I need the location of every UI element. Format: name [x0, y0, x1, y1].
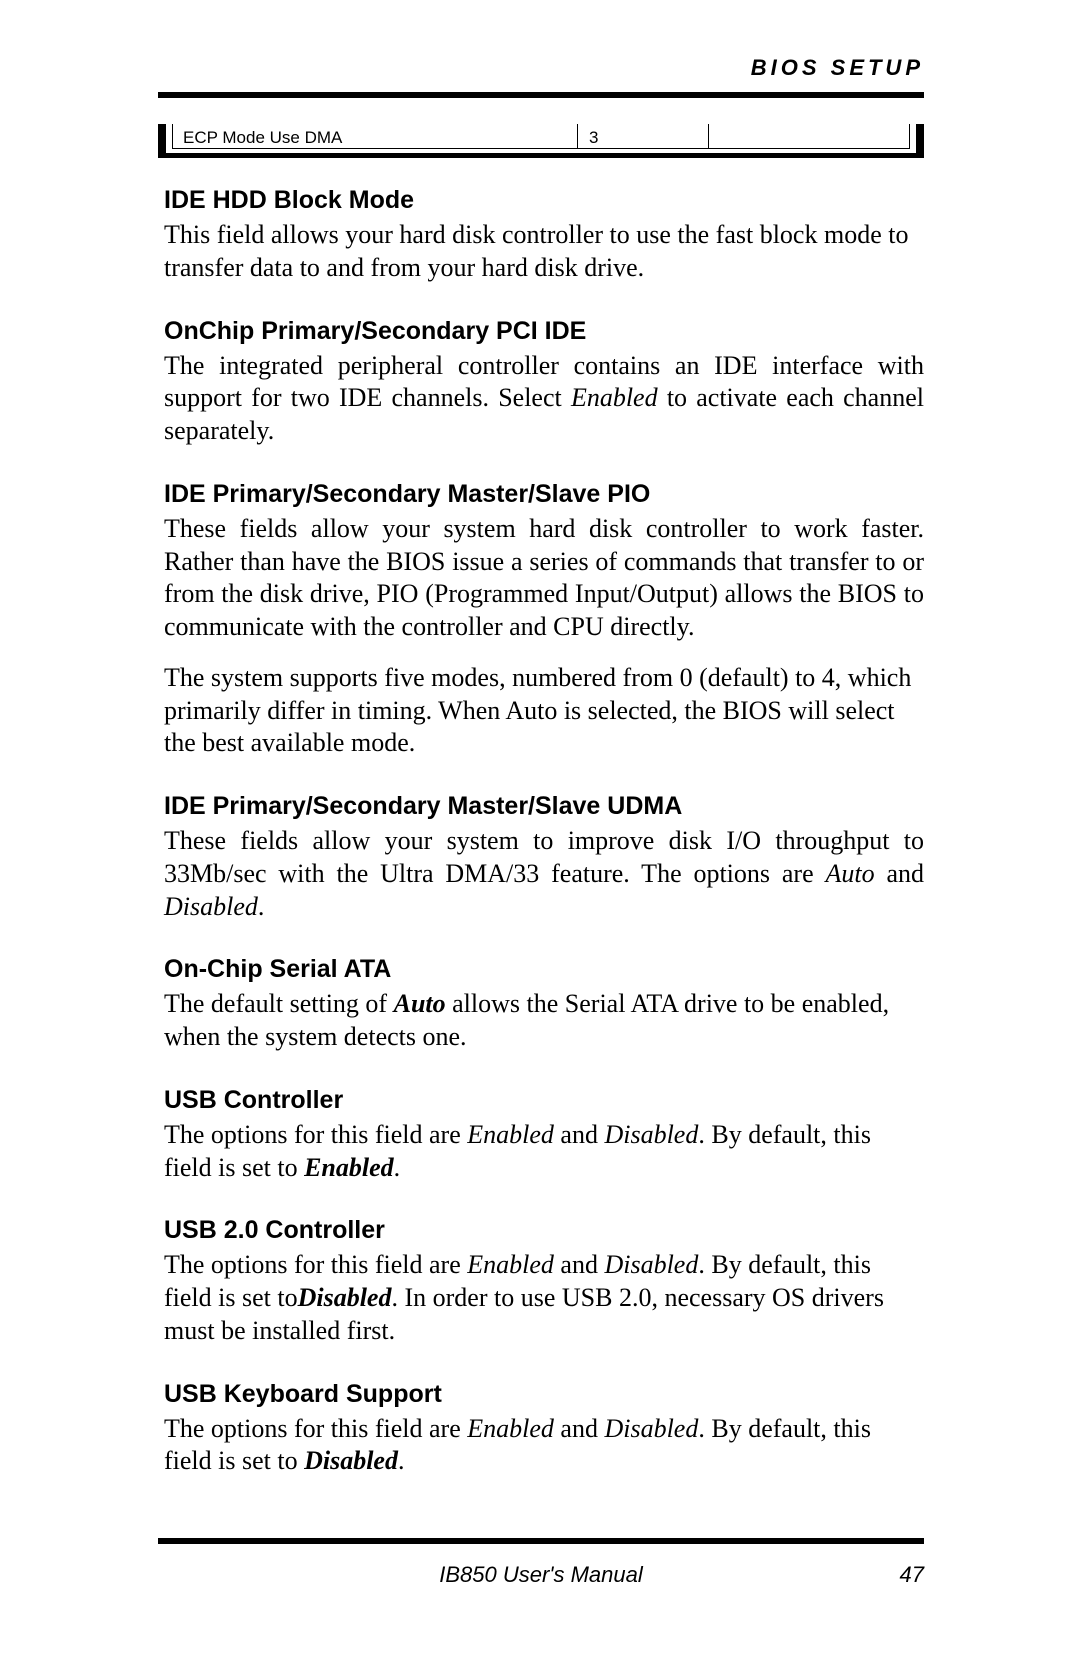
section-heading: USB Keyboard Support [164, 1380, 924, 1409]
paragraph: This field allows your hard disk control… [164, 219, 924, 285]
text-run: Enabled [304, 1153, 394, 1182]
footer-center: IB850 User's Manual [158, 1562, 924, 1588]
text-run: Enabled [467, 1414, 554, 1443]
table-col-divider-2 [708, 124, 709, 148]
text-run: Disabled [604, 1414, 698, 1443]
section-heading: USB Controller [164, 1086, 924, 1115]
text-run: These fields allow your system to improv… [164, 826, 924, 888]
text-run: Disabled [164, 892, 258, 921]
settings-table-inner: ECP Mode Use DMA 3 [172, 124, 910, 149]
section-heading: IDE Primary/Secondary Master/Slave UDMA [164, 792, 924, 821]
table-row-value: 3 [589, 128, 598, 148]
text-run: Enabled [467, 1120, 554, 1149]
page: BIOS SETUP ECP Mode Use DMA 3 IDE HDD Bl… [0, 0, 1080, 1669]
text-run: This field allows your hard disk control… [164, 220, 908, 282]
bottom-rule [158, 1538, 924, 1544]
text-run: . [398, 1446, 405, 1475]
text-run: The system supports five modes, numbered… [164, 663, 911, 758]
top-rule [158, 92, 924, 98]
paragraph: These fields allow your system to improv… [164, 825, 924, 923]
paragraph: The options for this field are Enabled a… [164, 1249, 924, 1347]
paragraph: The options for this field are Enabled a… [164, 1119, 924, 1185]
section-heading: USB 2.0 Controller [164, 1216, 924, 1245]
text-run: These fields allow your system hard disk… [164, 514, 924, 641]
text-run: The default setting of [164, 989, 394, 1018]
text-run: Auto [825, 859, 874, 888]
text-run: The options for this field are [164, 1120, 467, 1149]
text-run: and [554, 1414, 605, 1443]
text-run: . [258, 892, 265, 921]
text-run: Disabled [604, 1120, 698, 1149]
paragraph: The default setting of Auto allows the S… [164, 988, 924, 1054]
paragraph: The options for this field are Enabled a… [164, 1413, 924, 1479]
text-run: Disabled [304, 1446, 398, 1475]
text-run: and [554, 1250, 605, 1279]
text-run: . [394, 1153, 401, 1182]
table-col-divider-1 [577, 124, 578, 148]
section-heading: OnChip Primary/Secondary PCI IDE [164, 317, 924, 346]
section-heading: IDE Primary/Secondary Master/Slave PIO [164, 480, 924, 509]
body-content: IDE HDD Block Mode This field allows your… [164, 186, 924, 1510]
section-heading: IDE HDD Block Mode [164, 186, 924, 215]
table-row-label: ECP Mode Use DMA [183, 128, 342, 148]
paragraph: The system supports five modes, numbered… [164, 662, 924, 760]
text-run: Enabled [467, 1250, 554, 1279]
text-run: Auto [394, 989, 446, 1018]
footer: IB850 User's Manual 47 [158, 1562, 924, 1588]
footer-page-number: 47 [900, 1562, 924, 1588]
paragraph: The integrated peripheral controller con… [164, 350, 924, 448]
text-run: Disabled [604, 1250, 698, 1279]
text-run: and [554, 1120, 605, 1149]
paragraph: These fields allow your system hard disk… [164, 513, 924, 644]
text-run: The options for this field are [164, 1414, 467, 1443]
text-run: The options for this field are [164, 1250, 467, 1279]
text-run: and [875, 859, 924, 888]
settings-table: ECP Mode Use DMA 3 [158, 124, 924, 158]
section-heading: On-Chip Serial ATA [164, 955, 924, 984]
text-run: Disabled [298, 1283, 392, 1312]
header-title: BIOS SETUP [751, 55, 924, 81]
text-run: Enabled [571, 383, 658, 412]
